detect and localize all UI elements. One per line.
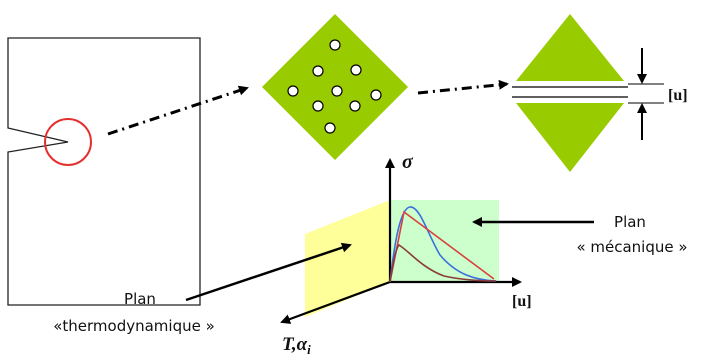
void xyxy=(331,85,343,97)
plan-mecanique-line2: « mécanique » xyxy=(576,238,687,256)
void xyxy=(329,39,341,51)
void xyxy=(312,65,324,77)
void xyxy=(349,100,361,112)
upper-half-triangle xyxy=(516,14,624,81)
opening-u-label: [u] xyxy=(668,87,688,104)
u-axis-label: [u] xyxy=(512,293,532,310)
void xyxy=(350,64,362,76)
t-alpha-subscript: i xyxy=(307,342,311,356)
t-alpha-text: T,α xyxy=(282,334,308,355)
void xyxy=(324,122,336,134)
void-particles xyxy=(287,39,382,134)
t-alpha-axis xyxy=(280,280,391,324)
brown-decay-curve xyxy=(389,243,497,283)
zoom-arrow-1 xyxy=(107,85,249,136)
crack-tip-circle xyxy=(44,118,92,166)
t-alpha-axis-label: T,αi xyxy=(282,334,311,356)
plan-mecanique-line1: Plan xyxy=(614,213,646,231)
plan-thermo-line2: «thermodynamique » xyxy=(53,317,215,335)
plan-thermo-line1: Plan xyxy=(124,290,156,308)
sigma-axis-label: σ xyxy=(402,151,414,173)
blue-cohesive-curve xyxy=(389,206,497,283)
lower-half-triangle xyxy=(516,103,624,172)
void xyxy=(287,85,299,97)
thermodynamic-plane xyxy=(305,200,390,317)
void xyxy=(370,89,382,101)
cracked-specimen xyxy=(7,37,201,306)
thermo-plane-pointer xyxy=(185,242,352,302)
zoom-arrow-2 xyxy=(417,79,509,95)
void xyxy=(312,100,324,112)
